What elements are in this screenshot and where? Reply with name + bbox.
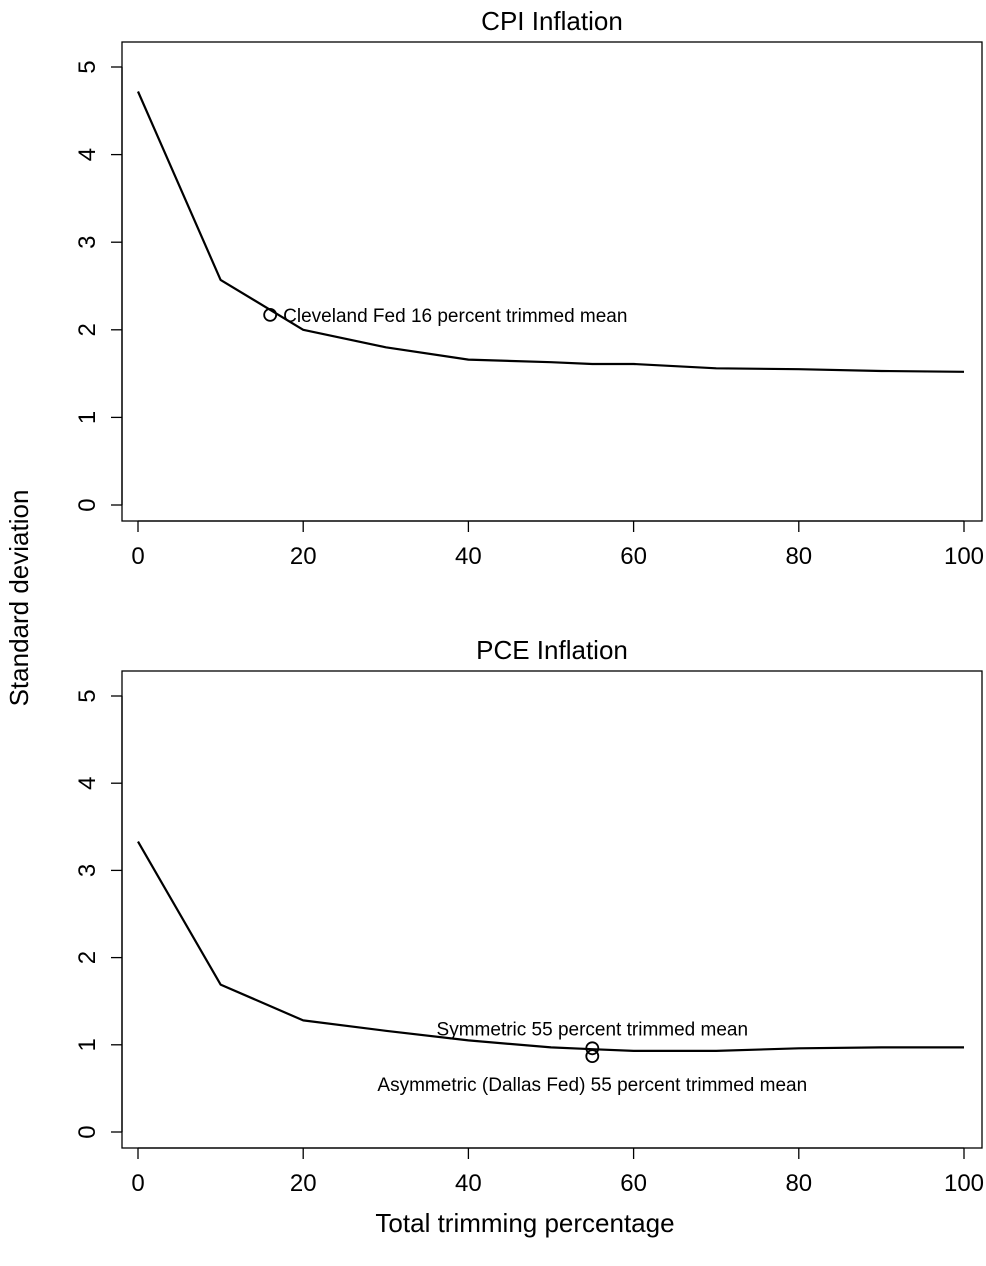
cpi-x-tick-label: 100 — [944, 543, 984, 570]
pce-marker-point — [585, 1049, 600, 1064]
cpi-y-tick-label: 4 — [74, 148, 101, 161]
shared-x-axis-label: Total trimming percentage — [375, 1208, 674, 1238]
pce-y-tick-label: 1 — [74, 1038, 101, 1051]
cpi-annotation-label: Cleveland Fed 16 percent trimmed mean — [283, 306, 627, 327]
pce-x-tick-label: 40 — [455, 1170, 482, 1197]
pce-marker-point — [585, 1041, 600, 1056]
cpi-marker-point — [263, 308, 278, 322]
shared-y-axis-label: Standard deviation — [4, 490, 34, 707]
pce-y-tick-label: 2 — [74, 951, 101, 964]
cpi-x-tick-label: 80 — [785, 543, 812, 570]
cpi-y-tick-label: 0 — [74, 498, 101, 511]
cpi-x-tick-label: 40 — [455, 543, 482, 570]
pce-series-line — [137, 841, 964, 1053]
cpi-y-tick-label: 1 — [74, 411, 101, 424]
pce-y-tick-label: 3 — [74, 864, 101, 877]
pce-annotation-label: Asymmetric (Dallas Fed) 55 percent trimm… — [377, 1075, 807, 1096]
pce-y-tick-label: 4 — [74, 777, 101, 790]
pce-x-tick-label: 60 — [620, 1170, 647, 1197]
cpi-x-tick-label: 20 — [290, 543, 317, 570]
cpi-x-tick-label: 60 — [620, 543, 647, 570]
cpi-plot-frame — [121, 41, 983, 522]
cpi-y-tick-label: 2 — [74, 323, 101, 336]
cpi-series-line — [136, 91, 965, 373]
cpi-y-tick-label: 5 — [74, 60, 101, 73]
pce-x-tick-label: 80 — [785, 1170, 812, 1197]
cpi-inflation-panel: CPI Inflation 0 20 40 60 80 100 0 1 2 3 4 5 Cleveland… — [74, 6, 984, 570]
pce-chart-title: PCE Inflation — [476, 635, 628, 665]
pce-y-tick-label: 0 — [74, 1125, 101, 1138]
cpi-chart-title: CPI Inflation — [481, 6, 623, 36]
pce-annotation-label: Symmetric 55 percent trimmed mean — [437, 1019, 749, 1040]
pce-x-tick-label: 100 — [944, 1170, 984, 1197]
pce-y-tick-label: 5 — [74, 689, 101, 702]
pce-x-tick-label: 0 — [131, 1170, 144, 1197]
pce-x-tick-label: 20 — [290, 1170, 317, 1197]
cpi-x-tick-label: 0 — [131, 543, 144, 570]
pce-inflation-panel: PCE Inflation 0 20 40 60 80 100 0 1 2 3 4 5 Symmetric… — [74, 635, 984, 1197]
cpi-y-tick-label: 3 — [74, 236, 101, 249]
